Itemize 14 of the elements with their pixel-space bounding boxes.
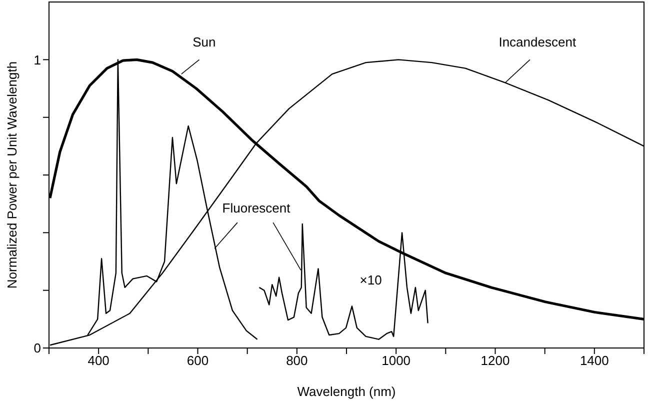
x-tick-label: 1200 — [480, 353, 510, 368]
y-axis-title: Normalized Power per Unit Wavelength — [4, 61, 20, 289]
annotation: ×10 — [360, 272, 382, 288]
x-tick-label: 600 — [186, 353, 209, 368]
x-tick-label: 800 — [286, 353, 308, 368]
y-tick-label: 1 — [34, 52, 41, 68]
x-tick-label: 1000 — [382, 353, 411, 368]
series-label: Fluorescent — [222, 200, 291, 216]
x-tick-label: 1400 — [580, 353, 609, 368]
text: Incandescent — [498, 34, 576, 50]
x-tick-label: 400 — [88, 353, 110, 368]
x-axis-title: Wavelength (nm) — [297, 384, 396, 399]
text: Sun — [192, 34, 216, 50]
y-tick-label: 0 — [34, 340, 41, 356]
